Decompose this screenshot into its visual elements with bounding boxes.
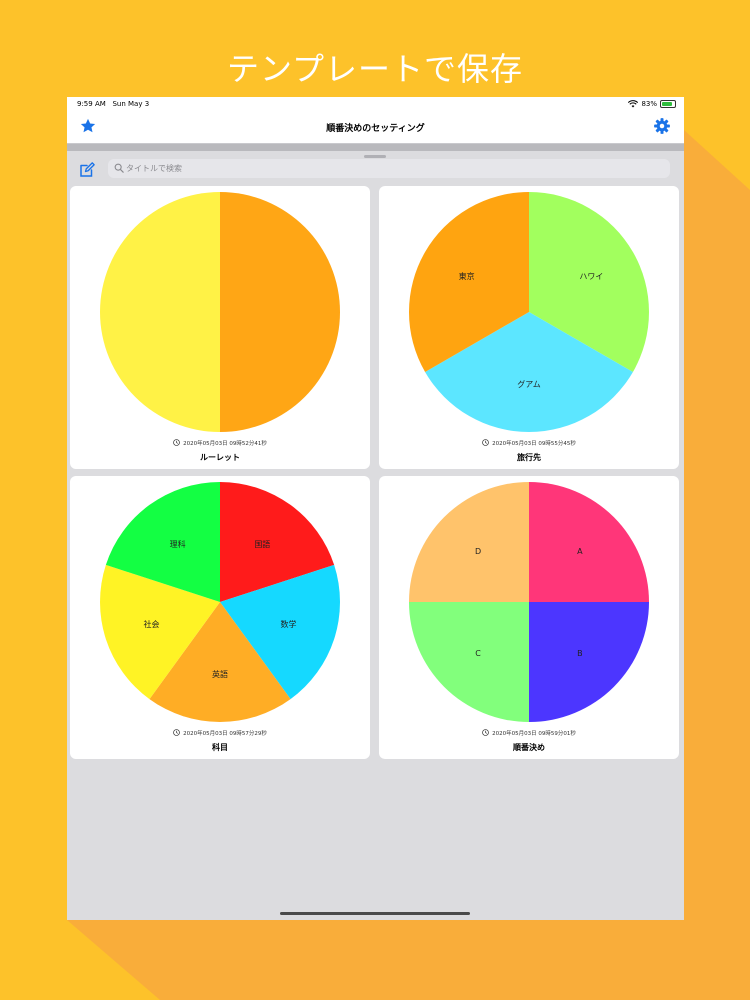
pie-slice-label: 理科 xyxy=(170,539,186,549)
pie-slice-label: C xyxy=(475,649,481,658)
pie-chart xyxy=(100,192,340,432)
clock-icon xyxy=(482,729,489,736)
pie-slice-label: 英語 xyxy=(212,669,228,679)
pie-slice xyxy=(220,482,335,602)
pie-slice-label: A xyxy=(577,547,583,556)
template-card-travel[interactable]: ハワイグアム 東京 2020年05月03日 09時55分45秒 旅行先 xyxy=(379,186,679,469)
home-indicator[interactable] xyxy=(280,912,470,915)
search-icon xyxy=(114,163,124,173)
template-card-order[interactable]: A B C D 2020年05月03日 09時59分01秒 順番決め xyxy=(379,476,679,759)
pie-slice xyxy=(409,192,529,372)
sheet-grabber[interactable] xyxy=(364,155,386,158)
template-card-subjects[interactable]: 国語数学英語 社会 理科 2020年05月03日 09時57分29秒 科目 xyxy=(70,476,370,759)
pie-slice xyxy=(220,192,340,432)
card-title: 旅行先 xyxy=(517,453,541,462)
pie-slice-label: 社会 xyxy=(144,619,160,629)
search-input[interactable] xyxy=(126,159,626,178)
battery-icon xyxy=(660,100,676,108)
battery-fill xyxy=(662,102,672,106)
card-date: 2020年05月03日 09時59分01秒 xyxy=(379,729,679,737)
dimmed-background xyxy=(67,144,684,151)
pie-slice-label: グアム xyxy=(517,379,540,389)
clock-icon xyxy=(173,729,180,736)
page-title: 順番決めのセッティング xyxy=(326,124,425,134)
card-title: 科目 xyxy=(212,743,228,752)
card-date: 2020年05月03日 09時52分41秒 xyxy=(70,439,370,447)
card-date: 2020年05月03日 09時57分29秒 xyxy=(70,729,370,737)
pie-slice xyxy=(149,602,291,722)
device-screen: 9:59 AM Sun May 3 83% 順番決めのセッティング xyxy=(67,97,684,920)
pie-slice xyxy=(529,192,649,372)
pie-slice xyxy=(529,602,649,722)
gear-icon[interactable] xyxy=(653,117,671,135)
pie-slice xyxy=(100,192,220,432)
pie-slice-label: 国語 xyxy=(254,539,270,549)
pie-slice xyxy=(220,564,340,700)
pie-slice-label: D xyxy=(475,547,481,556)
pie-slice-label: B xyxy=(577,649,583,658)
card-date-text: 2020年05月03日 09時52分41秒 xyxy=(183,441,267,447)
status-indicators: 83% xyxy=(628,100,676,108)
pie-slice-label: 東京 xyxy=(459,271,475,281)
pie-slice xyxy=(409,602,529,722)
search-bar xyxy=(108,159,670,178)
card-title: 順番決め xyxy=(513,743,545,752)
pie-slice xyxy=(529,482,649,602)
promo-title: テンプレートで保存 xyxy=(226,50,524,88)
status-date: Sun May 3 xyxy=(112,100,150,108)
edit-icon[interactable] xyxy=(78,161,96,179)
pie-slice xyxy=(409,482,529,602)
navigation-bar: 順番決めのセッティング xyxy=(67,111,684,144)
card-date: 2020年05月03日 09時55分45秒 xyxy=(379,439,679,447)
star-icon[interactable] xyxy=(79,117,97,135)
clock-icon xyxy=(482,439,489,446)
pie-slice xyxy=(105,482,220,602)
card-date-text: 2020年05月03日 09時57分29秒 xyxy=(183,731,267,737)
card-date-text: 2020年05月03日 09時55分45秒 xyxy=(492,441,576,447)
card-date-text: 2020年05月03日 09時59分01秒 xyxy=(492,731,576,737)
clock-icon xyxy=(173,439,180,446)
status-time: 9:59 AM xyxy=(77,100,106,108)
status-time-date: 9:59 AM Sun May 3 xyxy=(77,100,149,108)
template-card-roulette[interactable]: 2020年05月03日 09時52分41秒 ルーレット xyxy=(70,186,370,469)
pie-slice-label: ハワイ xyxy=(579,272,603,281)
status-bar: 9:59 AM Sun May 3 83% xyxy=(67,97,684,111)
card-title: ルーレット xyxy=(200,453,240,462)
pie-slice-label: 数学 xyxy=(280,619,296,629)
pie-slice xyxy=(100,564,220,700)
wifi-icon xyxy=(628,100,639,108)
pie-chart: A B C D xyxy=(409,482,649,722)
battery-percent: 83% xyxy=(641,100,657,108)
